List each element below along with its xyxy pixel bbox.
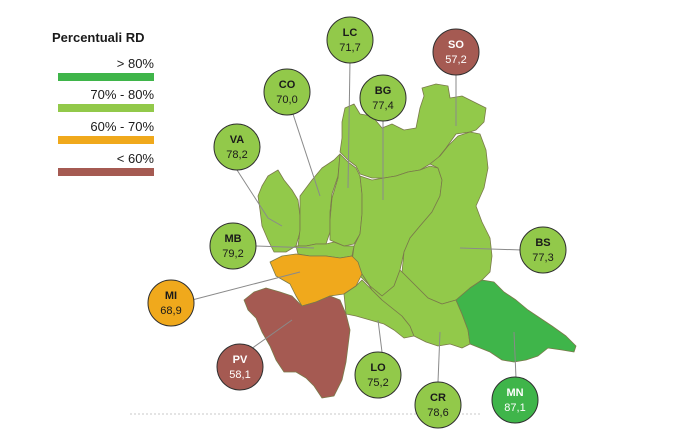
code-bg: BG (375, 85, 392, 97)
value-cr: 78,6 (427, 407, 448, 419)
code-co: CO (279, 79, 296, 91)
label-bs: BS 77,3 (519, 226, 567, 274)
legend-title: Percentuali RD (52, 30, 144, 45)
leader-mn (513, 331, 517, 379)
code-mi: MI (165, 290, 177, 302)
value-so: 57,2 (445, 54, 466, 66)
value-pv: 58,1 (229, 369, 250, 381)
value-va: 78,2 (226, 149, 247, 161)
province-pv (243, 287, 351, 399)
code-so: SO (448, 39, 464, 51)
code-pv: PV (233, 354, 248, 366)
code-bs: BS (535, 237, 550, 249)
legend-swatch-2 (58, 104, 154, 112)
code-mb: MB (224, 233, 241, 245)
bubble-pv (216, 343, 264, 391)
code-cr: CR (430, 392, 446, 404)
bubble-va (213, 123, 261, 171)
code-lc: LC (343, 27, 358, 39)
bubble-co (263, 68, 311, 116)
leader-mi (191, 271, 301, 301)
label-co: CO 70,0 (263, 68, 311, 116)
bubble-mb (209, 222, 257, 270)
label-lc: LC 71,7 (326, 16, 374, 64)
label-pv: PV 58,1 (216, 343, 264, 391)
value-mb: 79,2 (222, 248, 243, 260)
value-bs: 77,3 (532, 252, 553, 264)
lombardy-map (243, 83, 577, 399)
legend-swatch-1 (58, 73, 154, 81)
value-bg: 77,4 (372, 100, 393, 112)
label-mn: MN 87,1 (491, 376, 539, 424)
leader-bs (459, 247, 523, 251)
bubble-lc (326, 16, 374, 64)
province-va (257, 169, 301, 253)
legend: Percentuali RD > 80% 70% - 80% 60% - 70%… (52, 30, 154, 176)
leader-lines (191, 60, 523, 383)
label-lo: LO 75,2 (354, 351, 402, 399)
code-mn: MN (506, 387, 523, 399)
value-lc: 71,7 (339, 42, 360, 54)
legend-label-1: > 80% (117, 56, 155, 71)
leader-va (236, 169, 283, 227)
bubble-bs (519, 226, 567, 274)
label-bg: BG 77,4 (359, 74, 407, 122)
province-so (339, 83, 487, 179)
leader-lc (347, 60, 351, 189)
bubble-lo (354, 351, 402, 399)
bubble-cr (414, 381, 462, 429)
province-lc (329, 153, 363, 247)
value-mi: 68,9 (160, 305, 181, 317)
value-mn: 87,1 (504, 402, 525, 414)
bubble-mi (147, 279, 195, 327)
label-so: SO 57,2 (432, 28, 480, 76)
leader-co (292, 113, 321, 197)
leader-lo (377, 319, 383, 353)
legend-label-3: 60% - 70% (90, 119, 154, 134)
code-lo: LO (370, 362, 386, 374)
legend-swatch-4 (58, 168, 154, 176)
leader-cr (437, 331, 441, 383)
bubble-mn (491, 376, 539, 424)
legend-label-2: 70% - 80% (90, 87, 154, 102)
legend-swatch-3 (58, 136, 154, 144)
legend-label-4: < 60% (117, 151, 155, 166)
value-co: 70,0 (276, 94, 297, 106)
label-mi: MI 68,9 (147, 279, 195, 327)
bubble-bg (359, 74, 407, 122)
code-va: VA (230, 134, 245, 146)
label-mb: MB 79,2 (209, 222, 257, 270)
leader-mb (255, 245, 315, 249)
label-cr: CR 78,6 (414, 381, 462, 429)
province-mi (269, 253, 363, 307)
value-lo: 75,2 (367, 377, 388, 389)
bubble-so (432, 28, 480, 76)
label-va: VA 78,2 (213, 123, 261, 171)
province-mn (455, 279, 577, 363)
